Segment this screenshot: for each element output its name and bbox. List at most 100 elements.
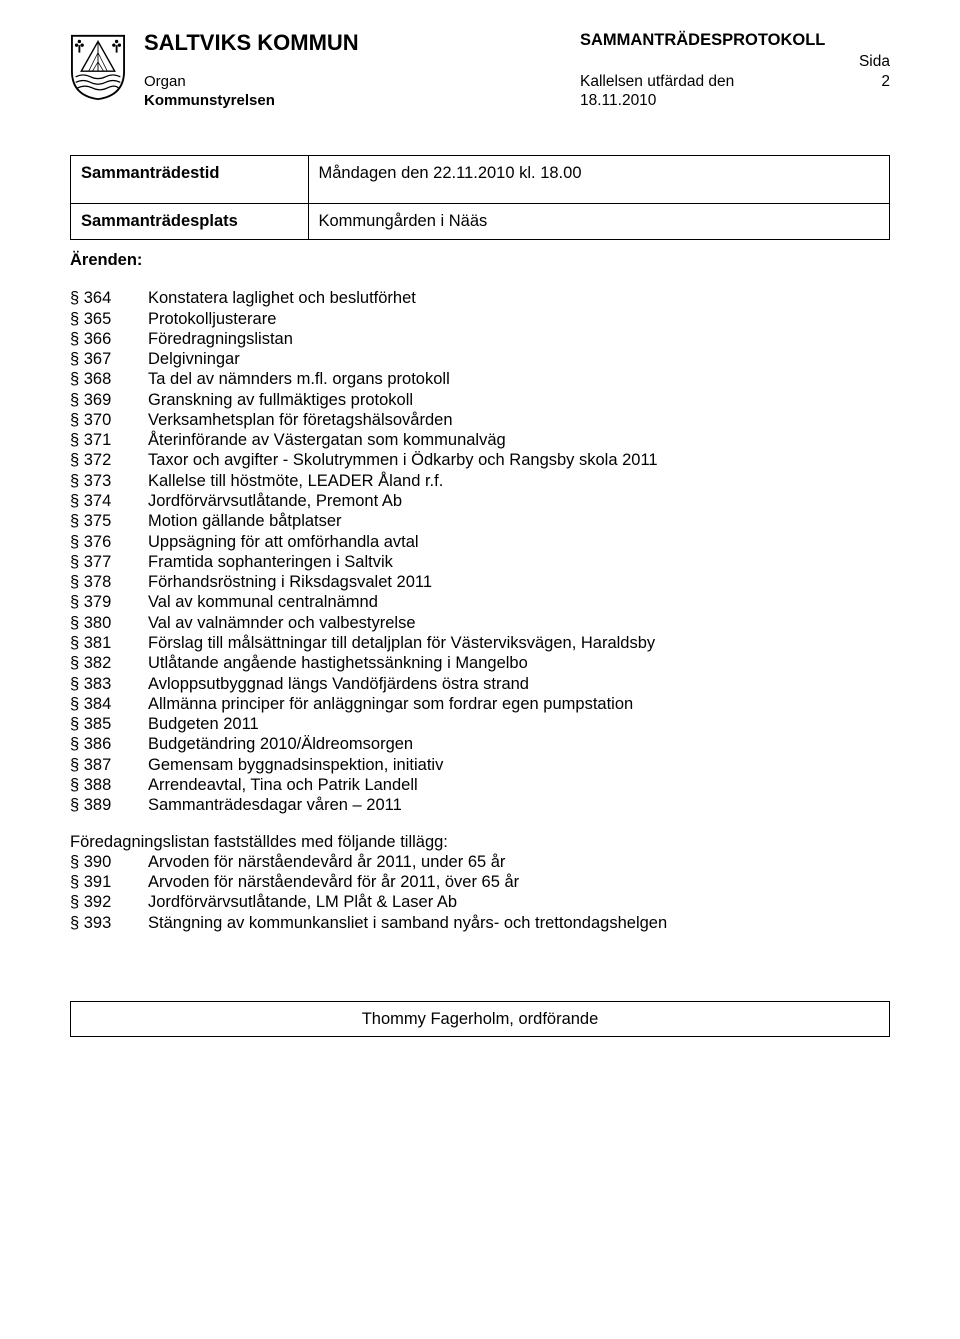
meeting-place-row: Sammanträdesplats Kommungården i Nääs — [71, 203, 890, 239]
agenda-item-description: Förslag till målsättningar till detaljpl… — [148, 633, 890, 653]
meeting-place-label: Sammanträdesplats — [71, 203, 309, 239]
agenda-item-description: Val av kommunal centralnämnd — [148, 592, 890, 612]
agenda-item-section: § 378 — [70, 572, 148, 592]
agenda-item-row: § 384Allmänna principer för anläggningar… — [70, 694, 890, 714]
agenda-item-row: § 385Budgeten 2011 — [70, 714, 890, 734]
agenda-item-row: § 393Stängning av kommunkansliet i samba… — [70, 913, 890, 933]
agenda-item-section: § 387 — [70, 755, 148, 775]
agenda-item-section: § 370 — [70, 410, 148, 430]
chairperson: Thommy Fagerholm, ordförande — [362, 1010, 599, 1028]
header-date: 18.11.2010 — [580, 92, 890, 111]
agenda-item-row: § 378Förhandsröstning i Riksdagsvalet 20… — [70, 572, 890, 592]
municipality-name: SALTVIKS KOMMUN — [144, 30, 359, 57]
agenda-item-row: § 380Val av valnämnder och valbestyrelse — [70, 613, 890, 633]
agenda-item-description: Arvoden för närståendevård för år 2011, … — [148, 872, 890, 892]
agenda-item-description: Delgivningar — [148, 349, 890, 369]
agenda-item-row: § 377Framtida sophanteringen i Saltvik — [70, 552, 890, 572]
agenda-item-row: § 365Protokolljusterare — [70, 309, 890, 329]
agenda-item-row: § 376Uppsägning för att omförhandla avta… — [70, 532, 890, 552]
agenda-item-row: § 383Avloppsutbyggnad längs Vandöfjärden… — [70, 674, 890, 694]
protokoll-label: SAMMANTRÄDESPROTOKOLL — [580, 30, 890, 50]
agenda-item-row: § 391Arvoden för närståendevård för år 2… — [70, 872, 890, 892]
agenda-item-row: § 373Kallelse till höstmöte, LEADER Ålan… — [70, 471, 890, 491]
agenda-item-row: § 382Utlåtande angående hastighetssänkni… — [70, 653, 890, 673]
agenda-item-description: Ta del av nämnders m.fl. organs protokol… — [148, 369, 890, 389]
agenda-item-row: § 379Val av kommunal centralnämnd — [70, 592, 890, 612]
agenda-item-row: § 372Taxor och avgifter - Skolutrymmen i… — [70, 450, 890, 470]
agenda-item-description: Föredragningslistan — [148, 329, 890, 349]
agenda-item-section: § 371 — [70, 430, 148, 450]
agenda-item-row: § 371Återinförande av Västergatan som ko… — [70, 430, 890, 450]
municipality-crest-icon — [70, 34, 126, 101]
agenda-item-description: Jordförvärvsutlåtande, Premont Ab — [148, 491, 890, 511]
meeting-info-table: Sammanträdestid Måndagen den 22.11.2010 … — [70, 155, 890, 240]
agenda-item-section: § 375 — [70, 511, 148, 531]
page-number: 2 — [881, 73, 890, 92]
agenda-item-description: Jordförvärvsutlåtande, LM Plåt & Laser A… — [148, 892, 890, 912]
agenda-item-section: § 383 — [70, 674, 148, 694]
agenda-item-section: § 376 — [70, 532, 148, 552]
meeting-place-value: Kommungården i Nääs — [308, 203, 890, 239]
meeting-time-value: Måndagen den 22.11.2010 kl. 18.00 — [308, 155, 890, 203]
agenda-item-description: Budgeten 2011 — [148, 714, 890, 734]
agenda-items: § 364Konstatera laglighet och beslutförh… — [70, 288, 890, 815]
agenda-item-row: § 388Arrendeavtal, Tina och Patrik Lande… — [70, 775, 890, 795]
agenda-item-row: § 389Sammanträdesdagar våren – 2011 — [70, 795, 890, 815]
agenda-item-row: § 381Förslag till målsättningar till det… — [70, 633, 890, 653]
agenda-item-description: Granskning av fullmäktiges protokoll — [148, 390, 890, 410]
agenda-item-row: § 370Verksamhetsplan för företagshälsovå… — [70, 410, 890, 430]
agenda-item-row: § 369Granskning av fullmäktiges protokol… — [70, 390, 890, 410]
agenda-item-row: § 364Konstatera laglighet och beslutförh… — [70, 288, 890, 308]
agenda-item-description: Återinförande av Västergatan som kommuna… — [148, 430, 890, 450]
kallelsen-label: Kallelsen utfärdad den — [580, 73, 734, 92]
agenda-item-section: § 367 — [70, 349, 148, 369]
agenda-item-section: § 392 — [70, 892, 148, 912]
organ-label: Organ — [144, 73, 359, 91]
agenda-item-row: § 386Budgetändring 2010/Äldreomsorgen — [70, 734, 890, 754]
agenda-item-description: Sammanträdesdagar våren – 2011 — [148, 795, 890, 815]
agenda-item-section: § 381 — [70, 633, 148, 653]
addenda-intro: Föredagningslistan fastställdes med följ… — [70, 832, 890, 852]
agenda-item-description: Avloppsutbyggnad längs Vandöfjärdens öst… — [148, 674, 890, 694]
agenda-item-section: § 373 — [70, 471, 148, 491]
agenda-item-description: Verksamhetsplan för företagshälsovården — [148, 410, 890, 430]
agenda-item-description: Förhandsröstning i Riksdagsvalet 2011 — [148, 572, 890, 592]
header-left: SALTVIKS KOMMUN Organ Kommunstyrelsen — [144, 30, 359, 111]
agenda-item-description: Gemensam byggnadsinspektion, initiativ — [148, 755, 890, 775]
agenda-item-section: § 388 — [70, 775, 148, 795]
agenda-item-description: Budgetändring 2010/Äldreomsorgen — [148, 734, 890, 754]
agenda-item-description: Motion gällande båtplatser — [148, 511, 890, 531]
agenda-item-row: § 366Föredragningslistan — [70, 329, 890, 349]
agenda-item-description: Stängning av kommunkansliet i samband ny… — [148, 913, 890, 933]
agenda-item-row: § 374Jordförvärvsutlåtande, Premont Ab — [70, 491, 890, 511]
agenda-item-section: § 389 — [70, 795, 148, 815]
agenda-item-section: § 377 — [70, 552, 148, 572]
agenda-item-section: § 374 — [70, 491, 148, 511]
sida-label: Sida — [580, 53, 890, 72]
page-header: SALTVIKS KOMMUN Organ Kommunstyrelsen SA… — [70, 30, 890, 111]
agenda-item-row: § 375Motion gällande båtplatser — [70, 511, 890, 531]
agenda-item-section: § 364 — [70, 288, 148, 308]
agenda-item-description: Val av valnämnder och valbestyrelse — [148, 613, 890, 633]
agenda-item-section: § 368 — [70, 369, 148, 389]
footer-signature-box: Thommy Fagerholm, ordförande — [70, 1001, 890, 1037]
agenda-item-description: Kallelse till höstmöte, LEADER Åland r.f… — [148, 471, 890, 491]
meeting-time-label: Sammanträdestid — [71, 155, 309, 203]
agenda-item-row: § 368Ta del av nämnders m.fl. organs pro… — [70, 369, 890, 389]
agenda-item-description: Utlåtande angående hastighetssänkning i … — [148, 653, 890, 673]
agenda-item-section: § 365 — [70, 309, 148, 329]
agenda-item-row: § 390Arvoden för närståendevård år 2011,… — [70, 852, 890, 872]
organ-name: Kommunstyrelsen — [144, 92, 359, 110]
addenda-items: § 390Arvoden för närståendevård år 2011,… — [70, 852, 890, 933]
agenda-item-description: Allmänna principer för anläggningar som … — [148, 694, 890, 714]
agenda-item-section: § 366 — [70, 329, 148, 349]
agenda-item-description: Uppsägning för att omförhandla avtal — [148, 532, 890, 552]
agenda-item-section: § 379 — [70, 592, 148, 612]
agenda-item-section: § 391 — [70, 872, 148, 892]
header-right: SAMMANTRÄDESPROTOKOLL Sida Kallelsen utf… — [564, 30, 890, 111]
agenda-item-description: Protokolljusterare — [148, 309, 890, 329]
agenda-item-row: § 367Delgivningar — [70, 349, 890, 369]
agenda-item-section: § 369 — [70, 390, 148, 410]
agenda-item-description: Taxor och avgifter - Skolutrymmen i Ödka… — [148, 450, 890, 470]
agenda-item-description: Konstatera laglighet och beslutförhet — [148, 288, 890, 308]
